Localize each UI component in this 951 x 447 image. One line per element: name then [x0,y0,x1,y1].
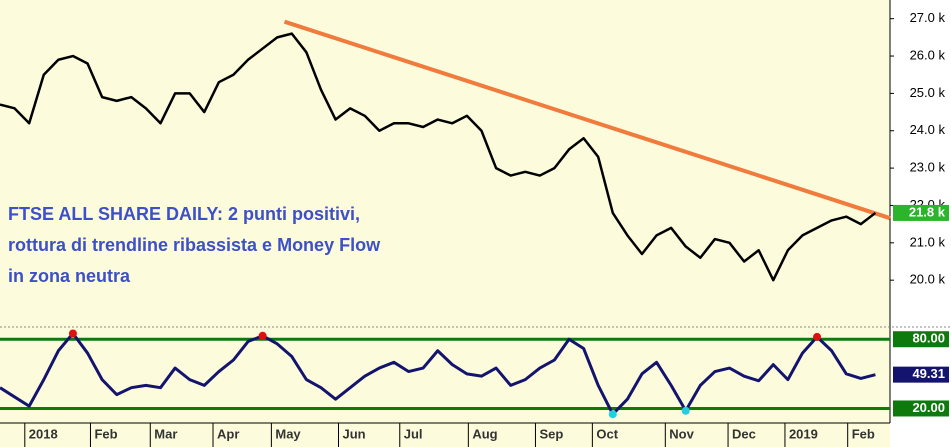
y-tick-label: 26.0 k [910,47,946,62]
x-tick-label: Aug [472,426,497,441]
value-box [893,204,949,221]
annotation: rottura di trendline ribassista e Money … [8,235,381,255]
level-box [893,331,949,348]
annotation: FTSE ALL SHARE DAILY: 2 punti positivi, [8,204,360,224]
x-tick-label: Jul [404,426,423,441]
data-line [0,331,876,416]
x-tick-label: Sep [539,426,563,441]
extreme-point [68,329,77,338]
y-tick-label: 25.0 k [910,85,946,100]
level-box [893,400,949,417]
value-box-label: 49.31 [912,366,945,381]
y-tick-label: 21.0 k [910,234,946,249]
level-label: 20.00 [912,400,945,415]
x-tick-label: Apr [217,426,239,441]
value-box [893,366,949,383]
x-tick-label: May [275,426,301,441]
level-label: 80.00 [912,331,945,346]
x-tick-label: 2019 [789,426,818,441]
y-tick-label: 27.0 k [910,10,946,25]
x-tick-label: Feb [852,426,875,441]
extreme-point [813,332,822,341]
extreme-point [258,331,267,340]
y-tick-label: 20.0 k [910,272,946,287]
x-tick-label: Oct [596,426,618,441]
y-tick-label: 23.0 k [910,160,946,175]
data-line [0,32,877,282]
x-tick-label: Feb [94,426,117,441]
annotation: in zona neutra [8,266,131,286]
trendline [283,19,891,221]
value-box-label: 21.8 k [909,204,946,219]
y-tick-label: 24.0 k [910,122,946,137]
x-tick-label: Dec [732,426,756,441]
x-tick-label: Nov [669,426,694,441]
x-tick-label: Mar [154,426,177,441]
extreme-point [681,406,690,415]
x-tick-label: 2018 [29,426,58,441]
x-tick-label: Jun [342,426,365,441]
extreme-point [608,410,617,419]
